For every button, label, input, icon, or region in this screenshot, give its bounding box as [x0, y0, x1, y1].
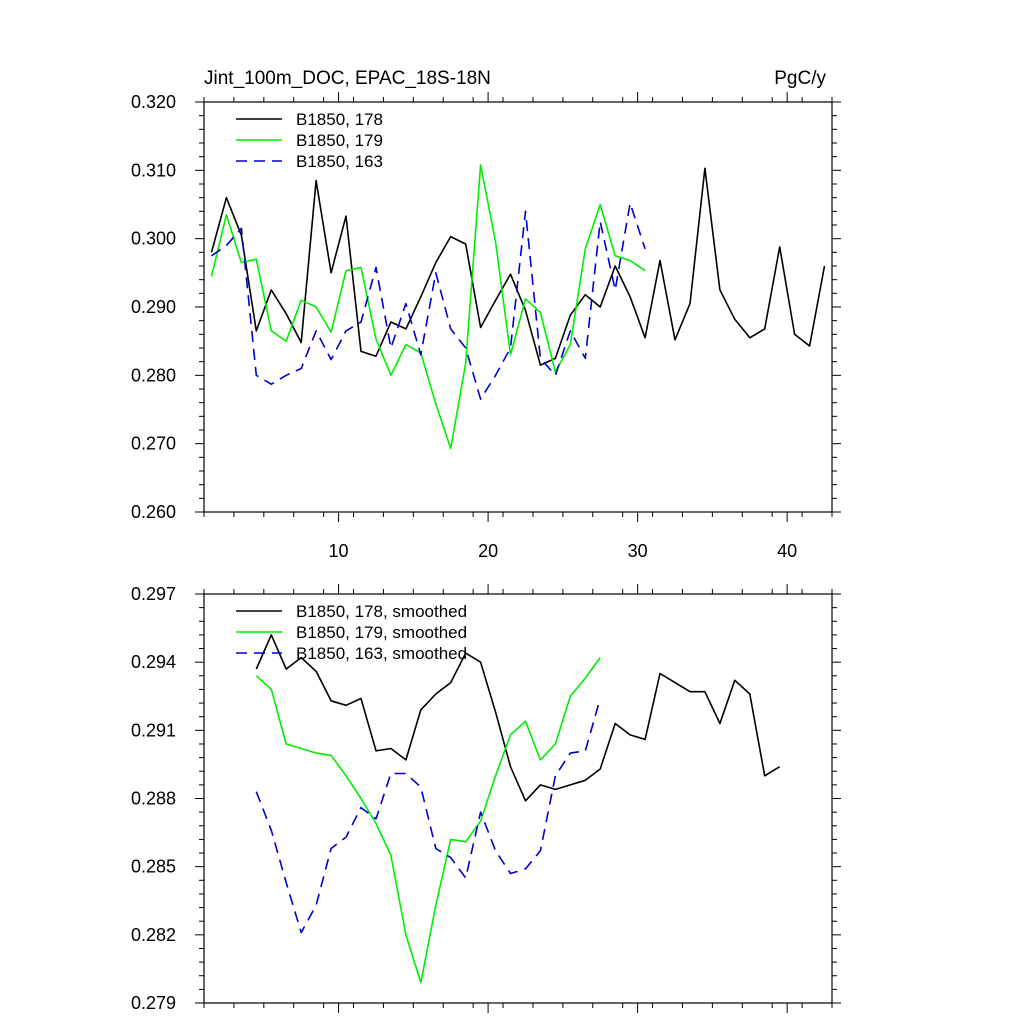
x-tick-label: 10 [329, 541, 349, 561]
x-tick-label: 40 [777, 541, 797, 561]
series-line-b1850-178-smoothed [255, 634, 781, 802]
series-line-b1850-179 [210, 164, 646, 450]
series-line-b1850-163-smoothed [255, 698, 601, 934]
y-tick-label: 0.310 [131, 160, 176, 180]
top-panel: Jint_100m_DOC, EPAC_18S-18N PgC/y 0.2600… [131, 68, 841, 561]
bottom-panel: 0.279 0.282 0.285 0.288 0.291 0.294 0.297 B185… [131, 584, 841, 1013]
y-tick-label: 0.270 [131, 434, 176, 454]
x-tick-label: 30 [628, 541, 648, 561]
legend-label-b1850-178: B1850, 178 [296, 110, 383, 129]
y-tick-label: 0.320 [131, 92, 176, 112]
legend-label-b1850-163-smoothed: B1850, 163, smoothed [296, 644, 467, 663]
legend-label-b1850-179: B1850, 179 [296, 131, 383, 150]
series-line-b1850-178 [210, 167, 826, 366]
y-tick-label: 0.300 [131, 229, 176, 249]
y-tick-label: 0.282 [131, 925, 176, 945]
y-tick-label: 0.279 [131, 993, 176, 1013]
top-panel-units: PgC/y [774, 68, 826, 89]
series-line-b1850-179-smoothed [255, 657, 601, 984]
y-tick-label: 0.290 [131, 297, 176, 317]
y-tick-label: 0.260 [131, 502, 176, 522]
y-tick-label: 0.280 [131, 365, 176, 385]
top-panel-title: Jint_100m_DOC, EPAC_18S-18N [204, 68, 491, 89]
legend-label-b1850-163: B1850, 163 [296, 152, 383, 171]
bottom-panel-series [255, 634, 781, 984]
bottom-panel-legend: B1850, 178, smoothed B1850, 179, smoothe… [236, 602, 467, 663]
y-tick-label: 0.285 [131, 857, 176, 877]
series-line-b1850-163 [211, 202, 646, 401]
top-panel-legend: B1850, 178 B1850, 179 B1850, 163 [236, 110, 383, 171]
y-tick-label: 0.288 [131, 789, 176, 809]
y-tick-label: 0.294 [131, 652, 176, 672]
bottom-panel-axes: 0.279 0.282 0.285 0.288 0.291 0.294 0.297 [131, 584, 841, 1013]
legend-label-b1850-179-smoothed: B1850, 179, smoothed [296, 623, 467, 642]
x-tick-label: 20 [478, 541, 498, 561]
y-tick-label: 0.291 [131, 720, 176, 740]
top-panel-axes: 0.260 0.270 0.280 0.290 0.300 0.310 0.320 10 20 3… [131, 92, 841, 561]
y-tick-label: 0.297 [131, 584, 176, 604]
legend-label-b1850-178-smoothed: B1850, 178, smoothed [296, 602, 467, 621]
top-panel-series [210, 164, 826, 450]
